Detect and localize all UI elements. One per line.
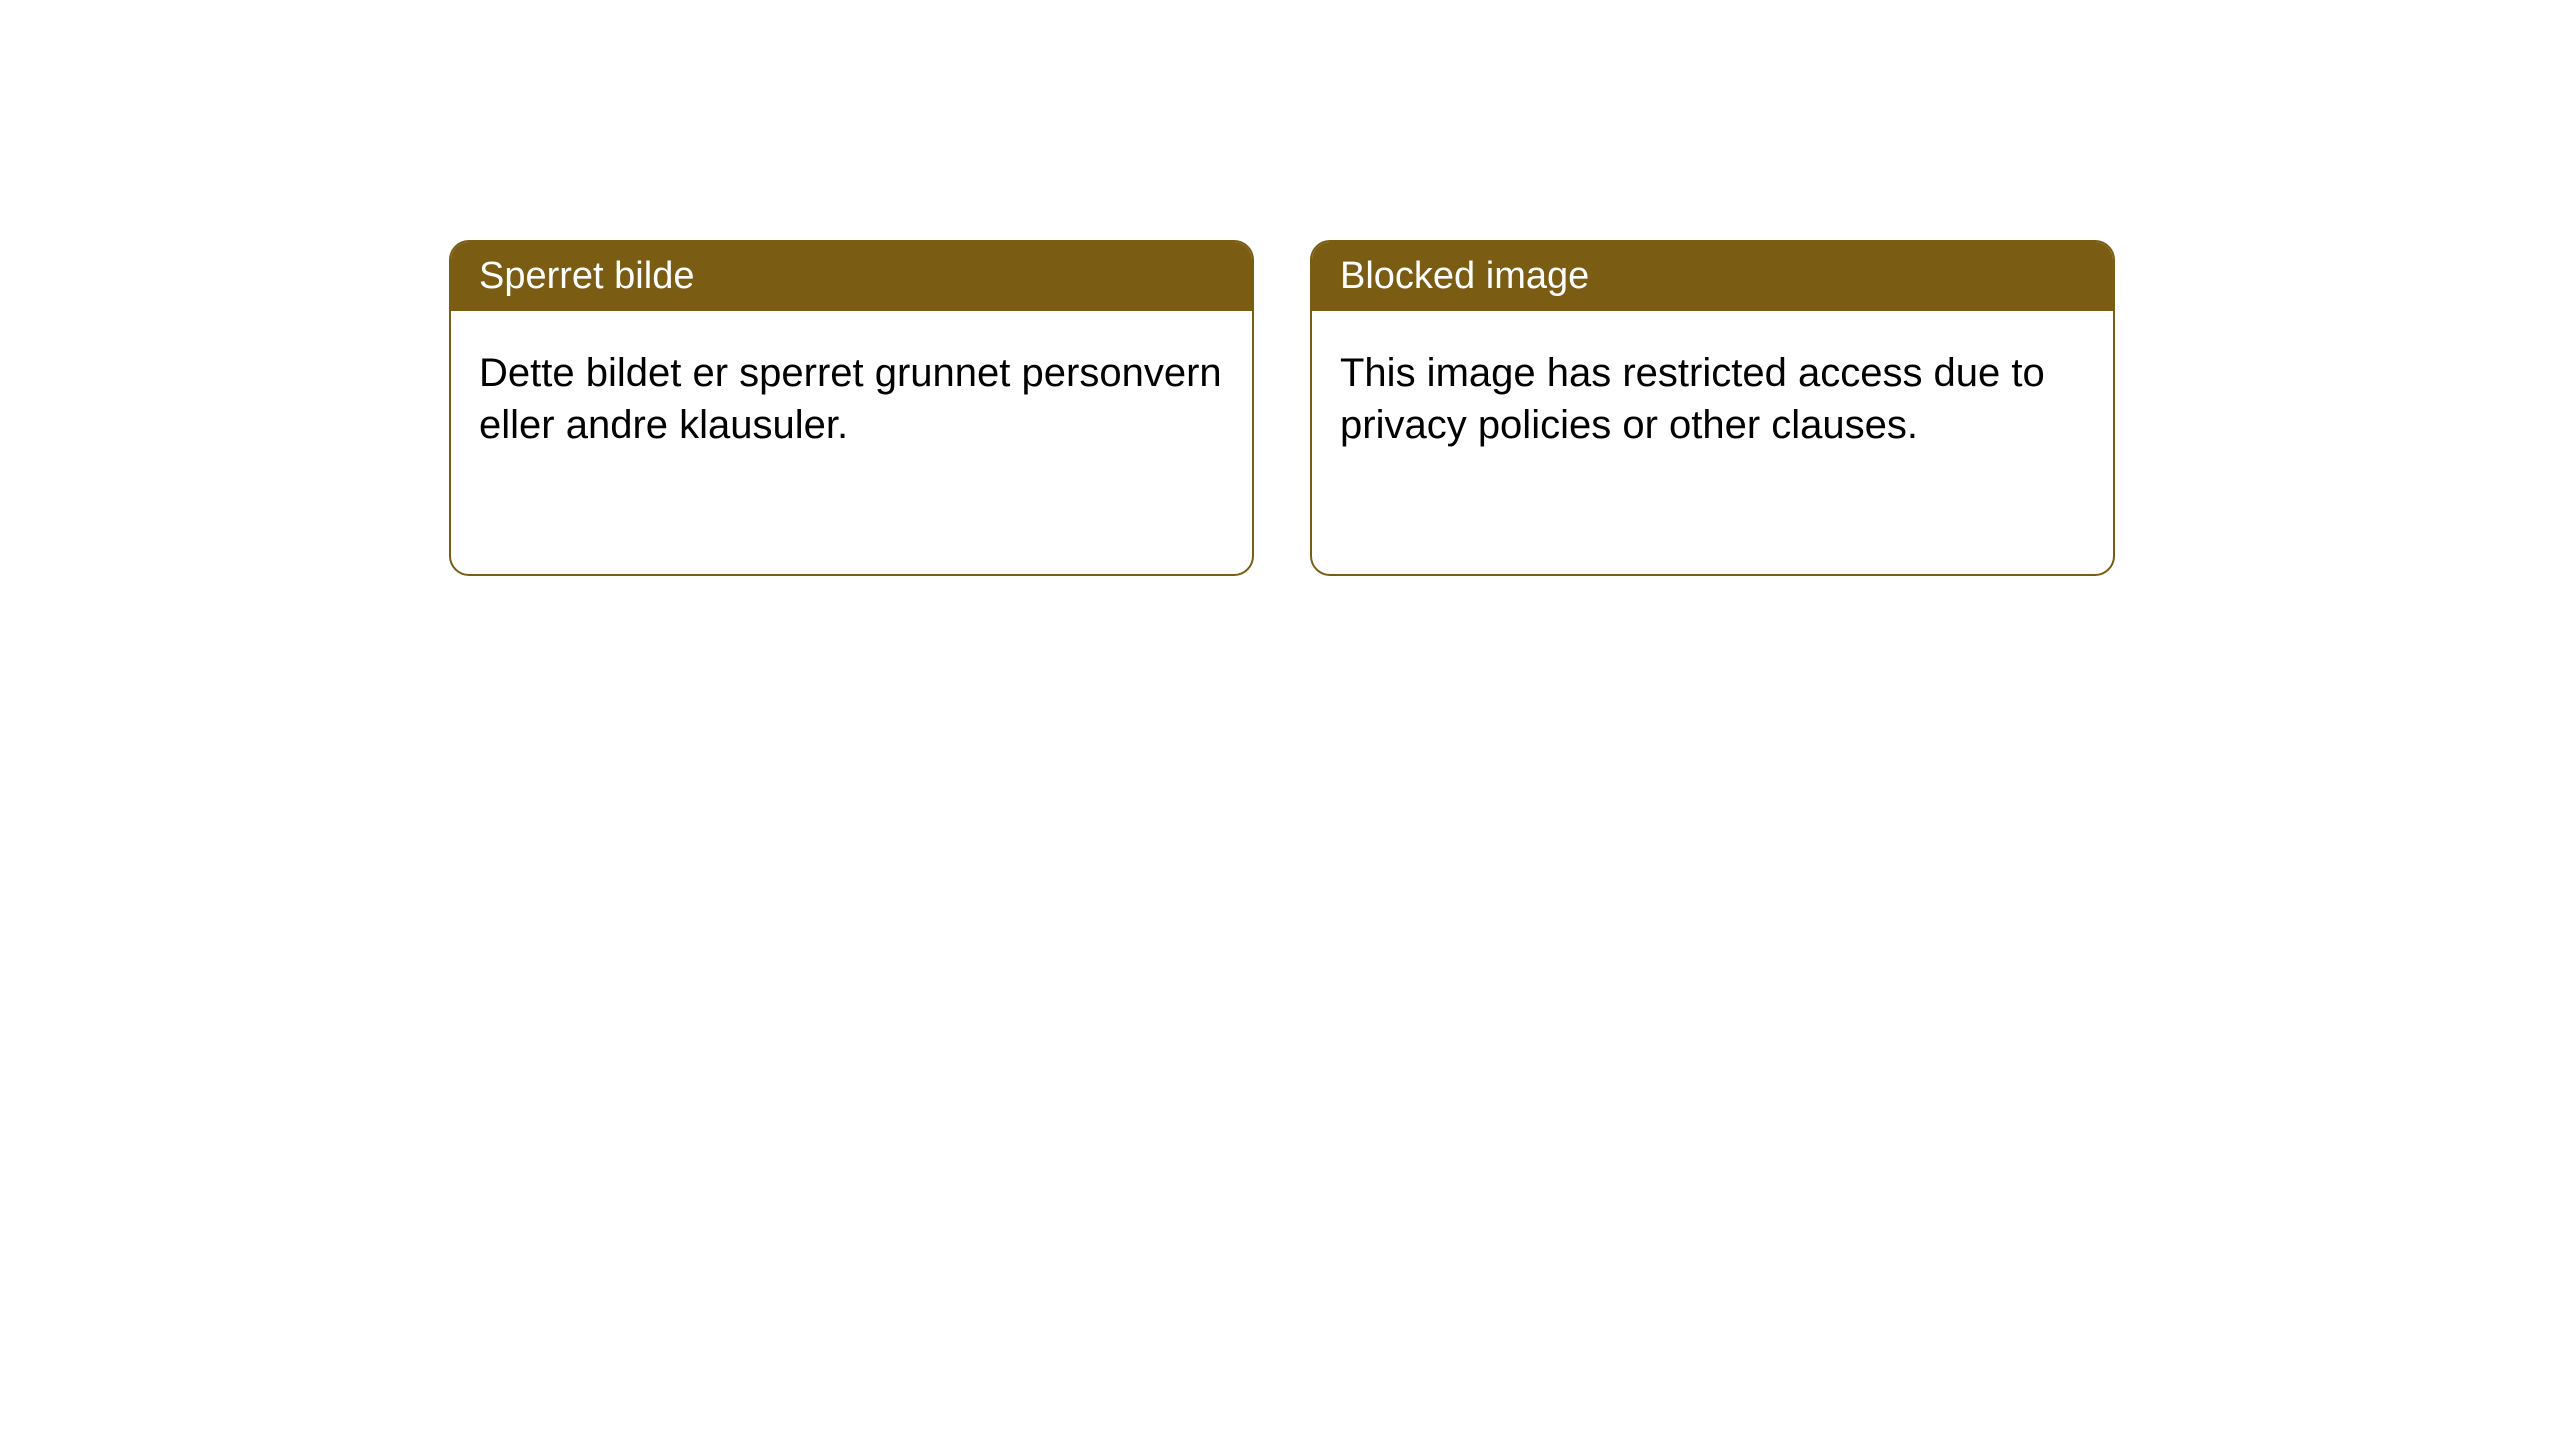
card-header-english: Blocked image [1312,242,2113,311]
card-body-norwegian: Dette bildet er sperret grunnet personve… [451,311,1252,487]
card-norwegian: Sperret bilde Dette bildet er sperret gr… [449,240,1254,576]
card-header-norwegian: Sperret bilde [451,242,1252,311]
card-title-english: Blocked image [1340,255,1589,297]
card-text-norwegian: Dette bildet er sperret grunnet personve… [479,351,1222,447]
card-english: Blocked image This image has restricted … [1310,240,2115,576]
card-title-norwegian: Sperret bilde [479,255,694,297]
card-body-english: This image has restricted access due to … [1312,311,2113,487]
card-text-english: This image has restricted access due to … [1340,351,2045,447]
blocked-image-notices: Sperret bilde Dette bildet er sperret gr… [449,240,2115,576]
